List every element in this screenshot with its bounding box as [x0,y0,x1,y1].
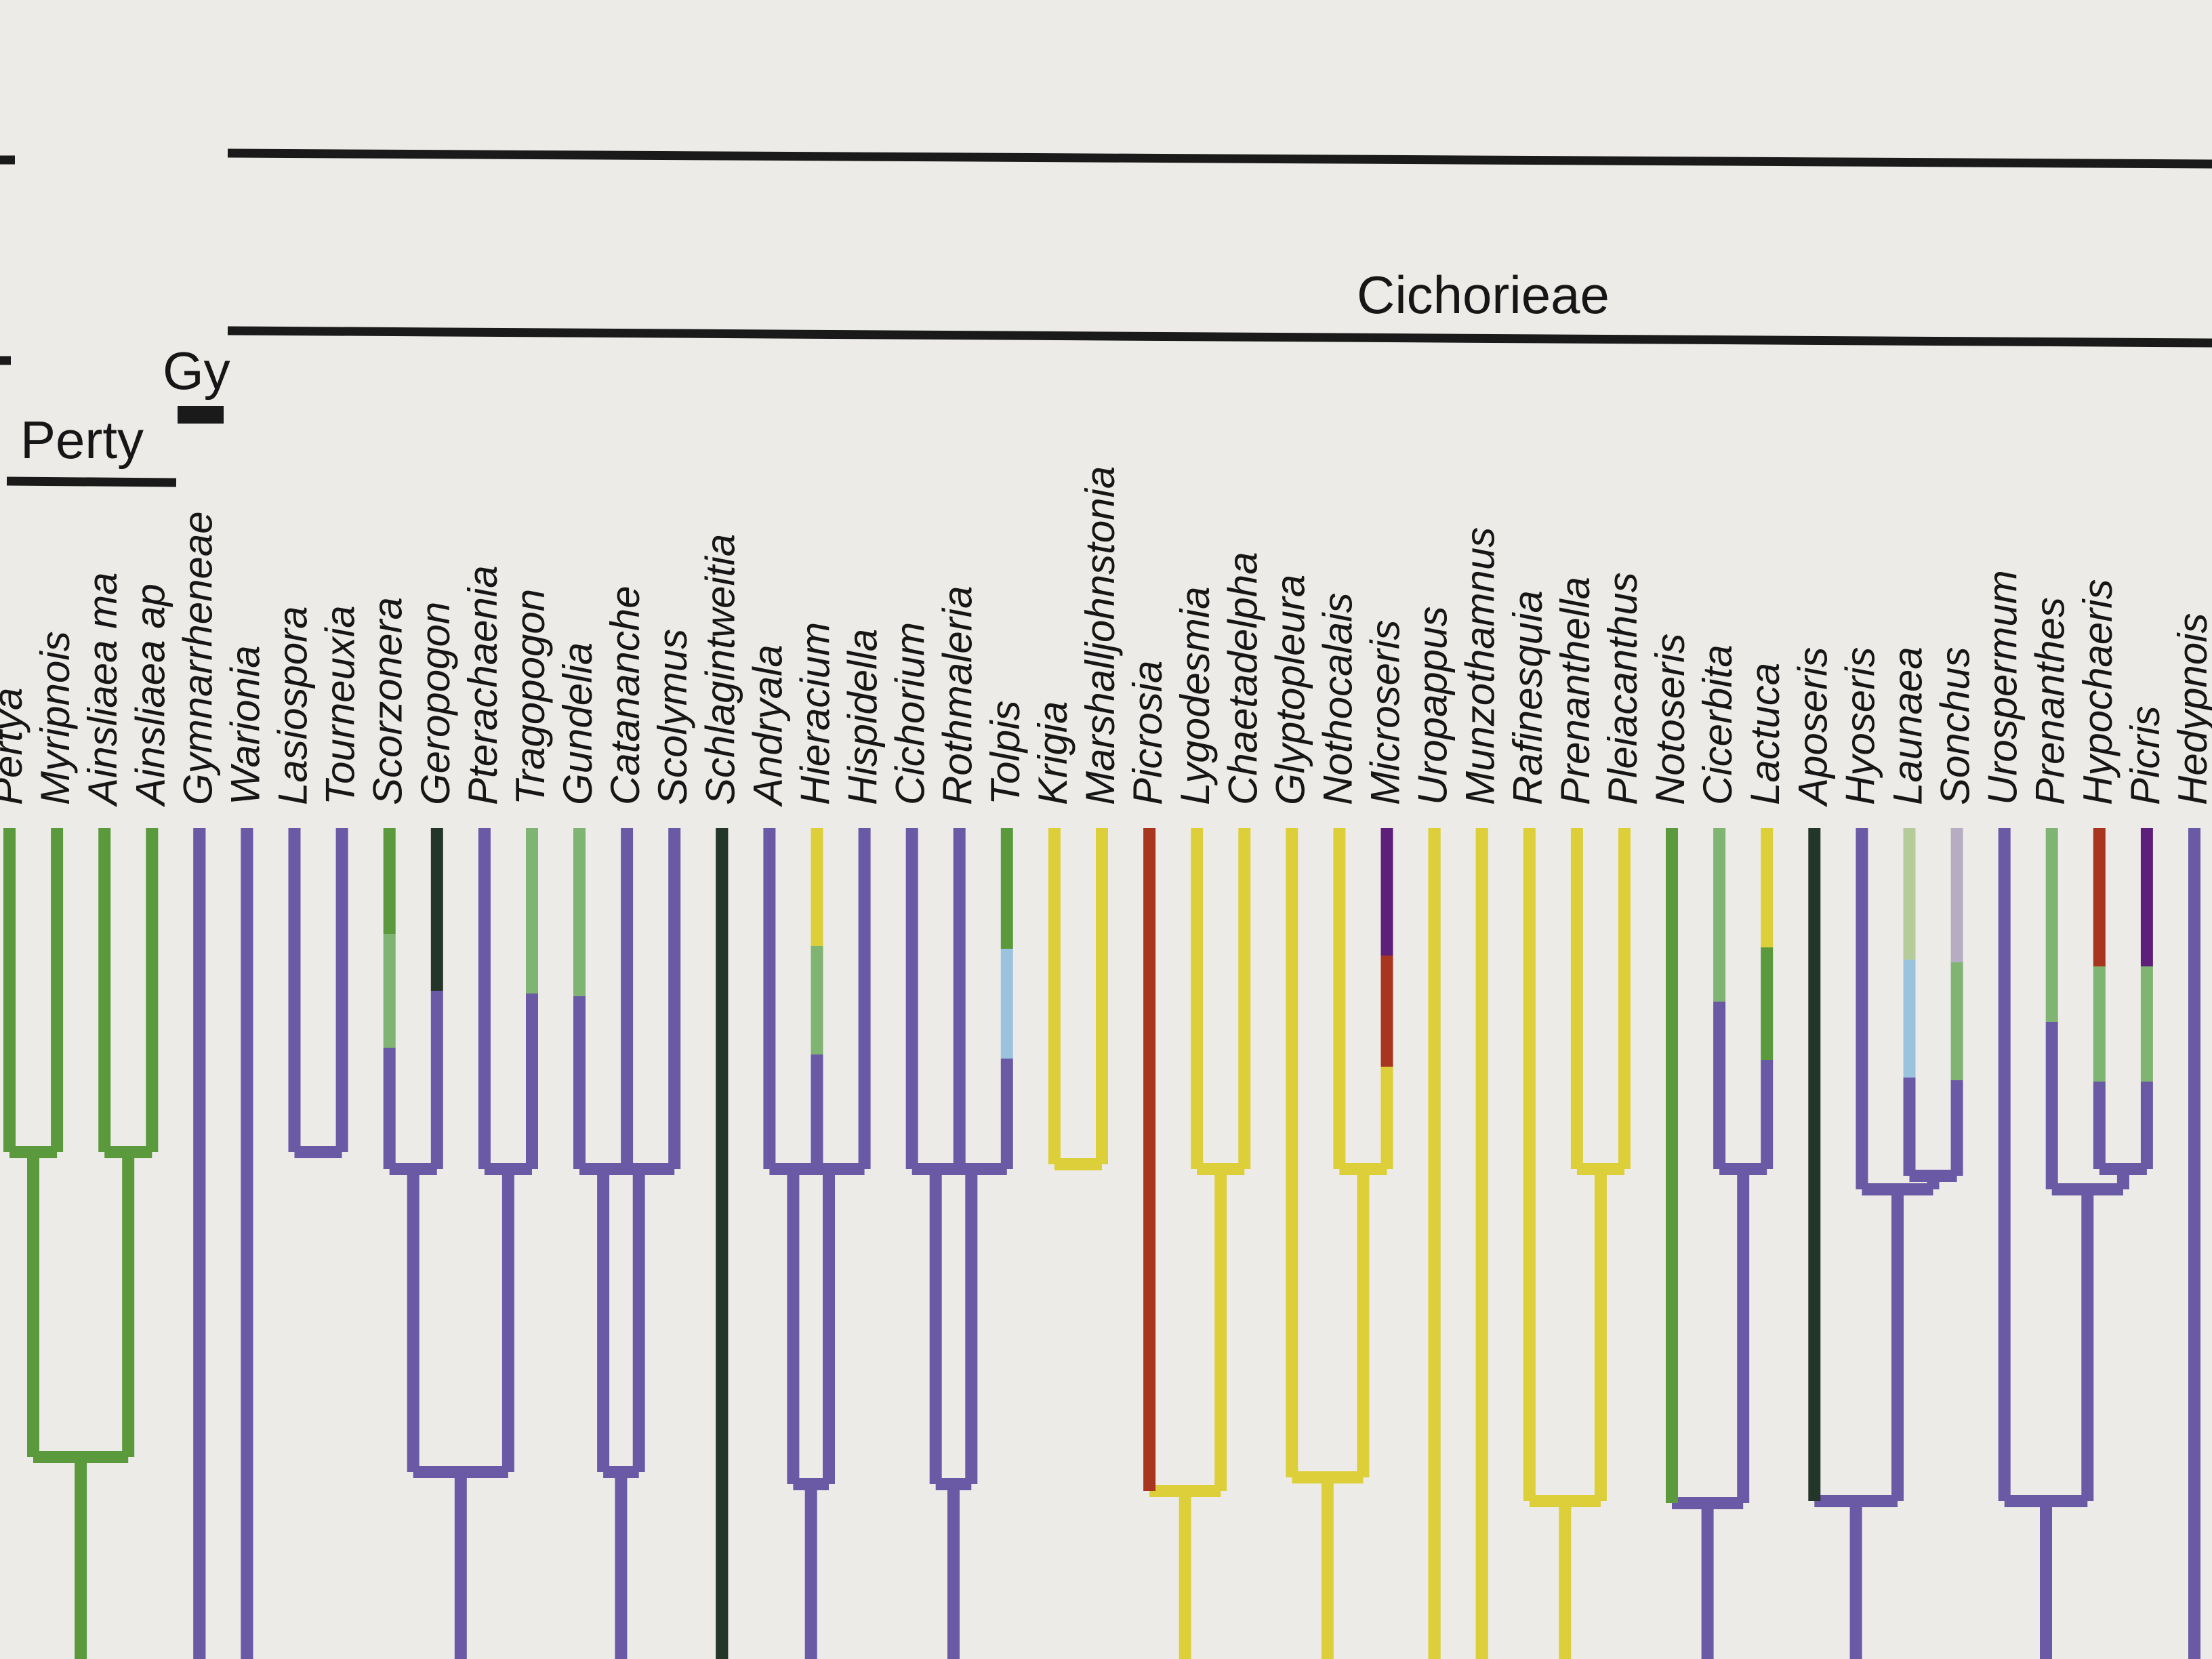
cichorieae-bar [227,326,2212,348]
taxon-label: Prenanthes [2028,597,2073,805]
taxon-label: Lygodesmia [1172,587,1218,805]
taxon-label: Cichorium [888,622,933,805]
taxon-label: Picris [2123,705,2168,805]
taxon-label: Ainsliaea ap [127,583,173,807]
taxon-label: Rothmaleria [935,586,981,805]
taxon-label: Tolpis [983,700,1028,805]
taxon-label: Urospermum [1980,570,2026,805]
taxon-label: Pleiacanthus [1600,572,1645,805]
pertyeae-bar [6,476,177,487]
taxon-label: Marshalljohnstonia [1078,466,1123,805]
taxon-label: Krigia [1030,701,1076,805]
taxon-label: Glyptopleura [1267,575,1313,805]
taxon-label: Scolymus [650,629,695,805]
taxon-label: Hieracium [793,622,838,805]
taxon-label: Hedypnois [2170,613,2212,805]
taxon-label: Geropogon [413,602,458,805]
taxon-label: Tourneuxia [318,605,363,805]
taxon-label: Pertya [0,688,30,805]
taxon-label: Warionia [222,645,268,805]
taxon-labels: Pertya Myripnois Ainsliaea ma Ainsliaea ap G… [0,466,2212,807]
outer-clade-bar [227,148,2212,169]
pertyeae-label: Perty [20,410,144,470]
taxon-label: Microseris [1363,620,1408,805]
taxon-label: Rafinesquia [1505,590,1551,805]
taxon-label: Lactuca [1742,663,1788,805]
taxon-label: Myripnois [33,631,78,805]
taxon-label: Chaetadelpha [1220,552,1265,805]
taxon-label: Hypochaeris [2075,579,2121,806]
taxon-label: Scorzonera [365,597,411,805]
taxon-label: Notoseris [1647,634,1693,805]
taxon-label: Schlagintweitia [697,534,743,805]
taxon-label: Prenanthella [1553,577,1598,805]
cichorieae-label: Cichorieae [1357,265,1610,325]
taxon-label: Catananche [602,586,648,805]
taxon-label: Hispidella [840,629,886,805]
taxon-label: Launaea [1885,647,1931,805]
taxon-label: Aposeris [1790,647,1835,807]
taxon-label: Tragopogon [508,589,553,805]
taxon-label: Pterachaenia [460,565,506,805]
taxon-label: Andryala [745,644,790,807]
taxon-label: Cicerbita [1695,644,1740,805]
taxon-label: Nothocalais [1315,592,1360,805]
tree-branches [3,828,2200,1659]
taxon-label: Lasiospora [270,606,316,805]
taxon-label: Picrosia [1125,661,1170,805]
taxon-label: Gundelia [555,642,600,805]
taxon-label: Munzothamnus [1458,527,1503,805]
taxon-label: Ainsliaea ma [80,572,125,807]
gymnarrheneae-label: Gy [163,341,230,401]
taxon-label: Sonchus [1933,647,1978,806]
taxon-label: Gymnarrheneae [175,511,220,805]
taxon-label: Hyoseris [1837,647,1883,805]
taxon-label: Uropappus [1410,606,1456,805]
